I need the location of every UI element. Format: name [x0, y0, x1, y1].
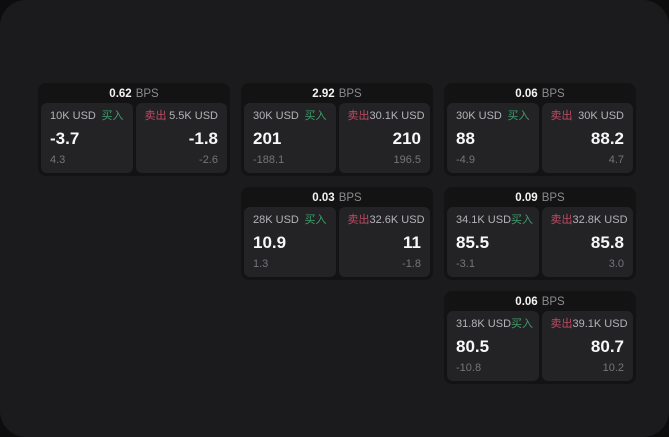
buy-cell[interactable]: 30K USD 买入 201 -188.1: [244, 103, 336, 173]
buy-side-label: 买入: [101, 110, 124, 122]
buy-size-label: 30K USD: [456, 110, 502, 122]
sell-side-label: 卖出: [550, 318, 573, 330]
bps-header: 0.09 BPS: [447, 190, 633, 207]
sell-side-label: 卖出: [144, 110, 167, 122]
bps-unit: BPS: [338, 192, 362, 204]
sell-cell[interactable]: 卖出 30.1K USD 210 196.5: [338, 103, 430, 173]
bps-header: 0.06 BPS: [447, 294, 633, 311]
sell-delta: 3.0: [608, 258, 624, 270]
buy-cell[interactable]: 30K USD 买入 88 -4.9: [447, 103, 539, 173]
sell-size-label: 32.6K USD: [369, 214, 425, 226]
sell-size-label: 30.1K USD: [369, 110, 425, 122]
buy-size-label: 28K USD: [253, 214, 299, 226]
bps-header: 0.06 BPS: [447, 86, 633, 103]
sell-price: 11: [403, 233, 421, 252]
sell-cell[interactable]: 卖出 5.5K USD -1.8 -2.6: [135, 103, 227, 173]
buy-cell[interactable]: 31.8K USD 买入 80.5 -10.8: [447, 311, 539, 381]
buy-side-label: 买入: [507, 110, 530, 122]
buy-cell[interactable]: 28K USD 买入 10.9 1.3: [244, 207, 336, 277]
buy-side-label: 买入: [304, 214, 327, 226]
buy-side-label: 买入: [511, 318, 534, 330]
quote-card: 2.92 BPS 30K USD 买入 201 -188.1 卖出 30.1K …: [241, 83, 433, 176]
bps-unit: BPS: [541, 192, 565, 204]
sell-side-label: 卖出: [347, 110, 370, 122]
buy-price: 10.9: [253, 233, 287, 252]
bps-value: 0.06: [515, 296, 538, 308]
buy-size-label: 30K USD: [253, 110, 299, 122]
sell-side-label: 卖出: [550, 110, 573, 122]
sell-size-label: 32.8K USD: [572, 214, 628, 226]
sell-delta: -2.6: [199, 154, 218, 166]
sell-price: 210: [392, 129, 421, 148]
sell-price: 85.8: [590, 233, 624, 252]
quote-cards-grid: 0.62 BPS 10K USD 买入 -3.7 4.3 卖出 5.5K USD: [38, 83, 636, 384]
buy-size-label: 10K USD: [50, 110, 96, 122]
buy-price: -3.7: [50, 129, 80, 148]
sell-side-label: 卖出: [347, 214, 370, 226]
bps-unit: BPS: [541, 296, 565, 308]
bps-unit: BPS: [541, 88, 565, 100]
buy-price: 80.5: [456, 337, 490, 356]
sell-delta: 196.5: [393, 154, 421, 166]
bps-value: 0.03: [312, 192, 335, 204]
buy-side-label: 买入: [511, 214, 534, 226]
buy-price: 201: [253, 129, 282, 148]
bps-header: 0.03 BPS: [244, 190, 430, 207]
bps-unit: BPS: [135, 88, 159, 100]
buy-delta: 1.3: [253, 258, 269, 270]
sell-size-label: 5.5K USD: [169, 110, 218, 122]
sell-side-label: 卖出: [550, 214, 573, 226]
bps-value: 0.09: [515, 192, 538, 204]
sell-delta: 10.2: [602, 362, 624, 374]
quote-card: 0.06 BPS 30K USD 买入 88 -4.9 卖出 30K USD: [444, 83, 636, 176]
sell-price: 88.2: [590, 129, 624, 148]
quote-card: 0.06 BPS 31.8K USD 买入 80.5 -10.8 卖出 39.1…: [444, 291, 636, 384]
buy-delta: -188.1: [253, 154, 285, 166]
quote-card: 0.62 BPS 10K USD 买入 -3.7 4.3 卖出 5.5K USD: [38, 83, 230, 176]
sell-delta: -1.8: [402, 258, 421, 270]
buy-cell[interactable]: 10K USD 买入 -3.7 4.3: [41, 103, 133, 173]
buy-price: 85.5: [456, 233, 490, 252]
quote-card: 0.03 BPS 28K USD 买入 10.9 1.3 卖出 32.6K US…: [241, 187, 433, 280]
sell-cell[interactable]: 卖出 39.1K USD 80.7 10.2: [541, 311, 633, 381]
buy-delta: 4.3: [50, 154, 66, 166]
buy-size-label: 31.8K USD: [456, 318, 512, 330]
sell-size-label: 39.1K USD: [572, 318, 628, 330]
buy-delta: -3.1: [456, 258, 475, 270]
quote-card: 0.09 BPS 34.1K USD 买入 85.5 -3.1 卖出 32.8K…: [444, 187, 636, 280]
buy-price: 88: [456, 129, 475, 148]
bps-value: 0.62: [109, 88, 132, 100]
bps-header: 0.62 BPS: [41, 86, 227, 103]
bps-value: 0.06: [515, 88, 538, 100]
buy-delta: -10.8: [456, 362, 482, 374]
sell-cell[interactable]: 卖出 32.8K USD 85.8 3.0: [541, 207, 633, 277]
buy-delta: -4.9: [456, 154, 475, 166]
sell-size-label: 30K USD: [578, 110, 624, 122]
bps-header: 2.92 BPS: [244, 86, 430, 103]
bps-value: 2.92: [312, 88, 335, 100]
buy-side-label: 买入: [304, 110, 327, 122]
sell-cell[interactable]: 卖出 30K USD 88.2 4.7: [541, 103, 633, 173]
buy-size-label: 34.1K USD: [456, 214, 512, 226]
sell-price: 80.7: [590, 337, 624, 356]
sell-delta: 4.7: [608, 154, 624, 166]
sell-cell[interactable]: 卖出 32.6K USD 11 -1.8: [338, 207, 430, 277]
buy-cell[interactable]: 34.1K USD 买入 85.5 -3.1: [447, 207, 539, 277]
bps-unit: BPS: [338, 88, 362, 100]
sell-price: -1.8: [188, 129, 218, 148]
